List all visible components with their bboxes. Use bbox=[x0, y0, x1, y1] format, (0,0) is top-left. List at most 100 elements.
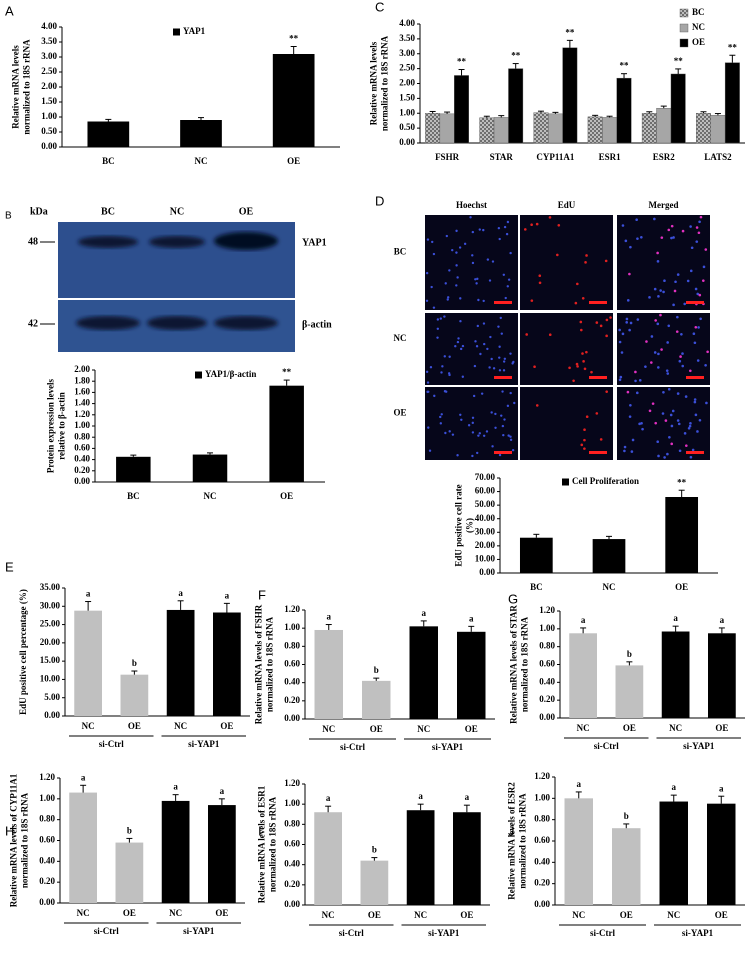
cell-dot bbox=[523, 228, 527, 231]
cell-dot bbox=[620, 351, 624, 354]
cell-dot bbox=[530, 223, 533, 227]
y-tick-label: 1.80 bbox=[74, 375, 90, 385]
cell-dot bbox=[579, 320, 583, 324]
cell-dot bbox=[689, 269, 693, 273]
y-tick-label: 0.00 bbox=[534, 899, 550, 909]
cell-dot bbox=[507, 278, 511, 281]
micrograph bbox=[617, 387, 710, 460]
bar bbox=[454, 75, 469, 144]
cell-dot bbox=[699, 317, 702, 321]
cell-dot bbox=[650, 335, 654, 338]
cell-dot bbox=[653, 217, 656, 221]
cell-dot bbox=[625, 317, 629, 321]
cell-dot bbox=[689, 369, 692, 373]
x-tick-label: NC bbox=[572, 910, 585, 920]
x-tick-label: NC bbox=[204, 491, 217, 501]
cell-dot bbox=[697, 231, 701, 235]
y-tick-label: 1.50 bbox=[399, 92, 415, 102]
cell-dot bbox=[471, 431, 475, 434]
cell-dot bbox=[436, 327, 440, 330]
cell-dot bbox=[581, 352, 584, 355]
cell-dot bbox=[568, 366, 571, 370]
significance-label: a bbox=[326, 793, 331, 803]
group-label: si-YAP1 bbox=[682, 928, 714, 938]
y-axis-label: Protein expression levels bbox=[46, 378, 56, 473]
cell-dot bbox=[628, 415, 632, 418]
cell-dot bbox=[504, 296, 507, 300]
cell-dot bbox=[605, 318, 609, 322]
cell-dot bbox=[444, 431, 447, 435]
group-label: si-YAP1 bbox=[432, 742, 464, 752]
legend-swatch bbox=[562, 478, 569, 486]
cell-dot bbox=[659, 289, 662, 292]
x-tick-label: NC bbox=[322, 910, 335, 920]
cell-dot bbox=[576, 282, 579, 286]
cell-dot bbox=[699, 215, 703, 219]
bar bbox=[406, 810, 435, 905]
y-tick-label: 3.50 bbox=[399, 33, 415, 43]
cell-dot bbox=[623, 445, 627, 449]
significance-label: a bbox=[178, 588, 183, 598]
cell-dot bbox=[629, 403, 632, 407]
y-tick-label: 30.00 bbox=[475, 526, 496, 536]
significance-label: ** bbox=[289, 34, 299, 44]
cell-dot bbox=[469, 216, 472, 219]
protein-label: YAP1 bbox=[302, 237, 327, 248]
y-tick-label: 1.00 bbox=[74, 420, 90, 430]
cell-dot bbox=[621, 224, 625, 227]
cell-dot bbox=[683, 432, 687, 435]
x-tick-label: NC bbox=[577, 723, 590, 733]
y-tick-label: 0.00 bbox=[539, 712, 555, 722]
group-label: si-YAP1 bbox=[683, 741, 715, 751]
cell-dot bbox=[657, 295, 660, 298]
scale-bar bbox=[494, 376, 512, 379]
cell-dot bbox=[456, 454, 459, 457]
y-axis-label: normalized to 18S rRNA bbox=[520, 616, 530, 712]
panel-letter: H bbox=[5, 823, 14, 838]
micrograph bbox=[425, 215, 518, 310]
cell-dot bbox=[443, 355, 446, 358]
bar bbox=[656, 107, 672, 144]
cell-dot bbox=[479, 352, 482, 356]
cell-dot bbox=[509, 391, 512, 395]
cell-dot bbox=[431, 240, 434, 244]
cell-dot bbox=[467, 424, 471, 427]
significance-label: b bbox=[374, 665, 379, 675]
cell-dot bbox=[575, 362, 579, 366]
cell-dot bbox=[533, 365, 536, 368]
bar bbox=[707, 803, 736, 905]
panel-letter: E bbox=[5, 559, 14, 574]
cell-dot bbox=[506, 285, 509, 288]
cell-dot bbox=[645, 340, 648, 343]
micrographs: D Hoechst EdU Merged BC NC OE bbox=[375, 193, 710, 460]
bar bbox=[562, 47, 578, 144]
y-tick-label: 1.20 bbox=[534, 771, 550, 781]
cell-dot bbox=[490, 411, 493, 414]
cell-dot bbox=[457, 337, 460, 340]
cell-dot bbox=[446, 298, 449, 301]
cell-dot bbox=[694, 287, 698, 291]
significance-label: a bbox=[719, 783, 724, 793]
y-axis-label: normalized to 18S rRNA bbox=[518, 793, 528, 889]
row-label: NC bbox=[394, 333, 407, 343]
cell-dot bbox=[660, 236, 664, 239]
x-tick-label: OE bbox=[715, 910, 728, 920]
cell-dot bbox=[486, 258, 490, 261]
significance-label: ** bbox=[565, 27, 575, 37]
y-tick-label: 20.00 bbox=[475, 540, 496, 550]
x-tick-label: STAR bbox=[490, 152, 514, 162]
group-label: si-YAP1 bbox=[428, 928, 460, 938]
micrograph bbox=[617, 313, 710, 385]
significance-label: a bbox=[418, 791, 423, 801]
x-tick-label: NC bbox=[414, 910, 427, 920]
cell-dot bbox=[693, 341, 697, 345]
cell-dot bbox=[427, 390, 430, 394]
cell-dot bbox=[497, 325, 500, 328]
y-tick-label: 5.00 bbox=[44, 692, 60, 702]
micrograph bbox=[520, 387, 613, 460]
y-axis-label: EdU positive cell rate bbox=[454, 484, 464, 566]
y-tick-label: 35.00 bbox=[40, 582, 61, 592]
cell-dot bbox=[583, 428, 586, 432]
y-tick-label: 0.60 bbox=[284, 839, 300, 849]
y-tick-label: 0.80 bbox=[284, 818, 300, 828]
